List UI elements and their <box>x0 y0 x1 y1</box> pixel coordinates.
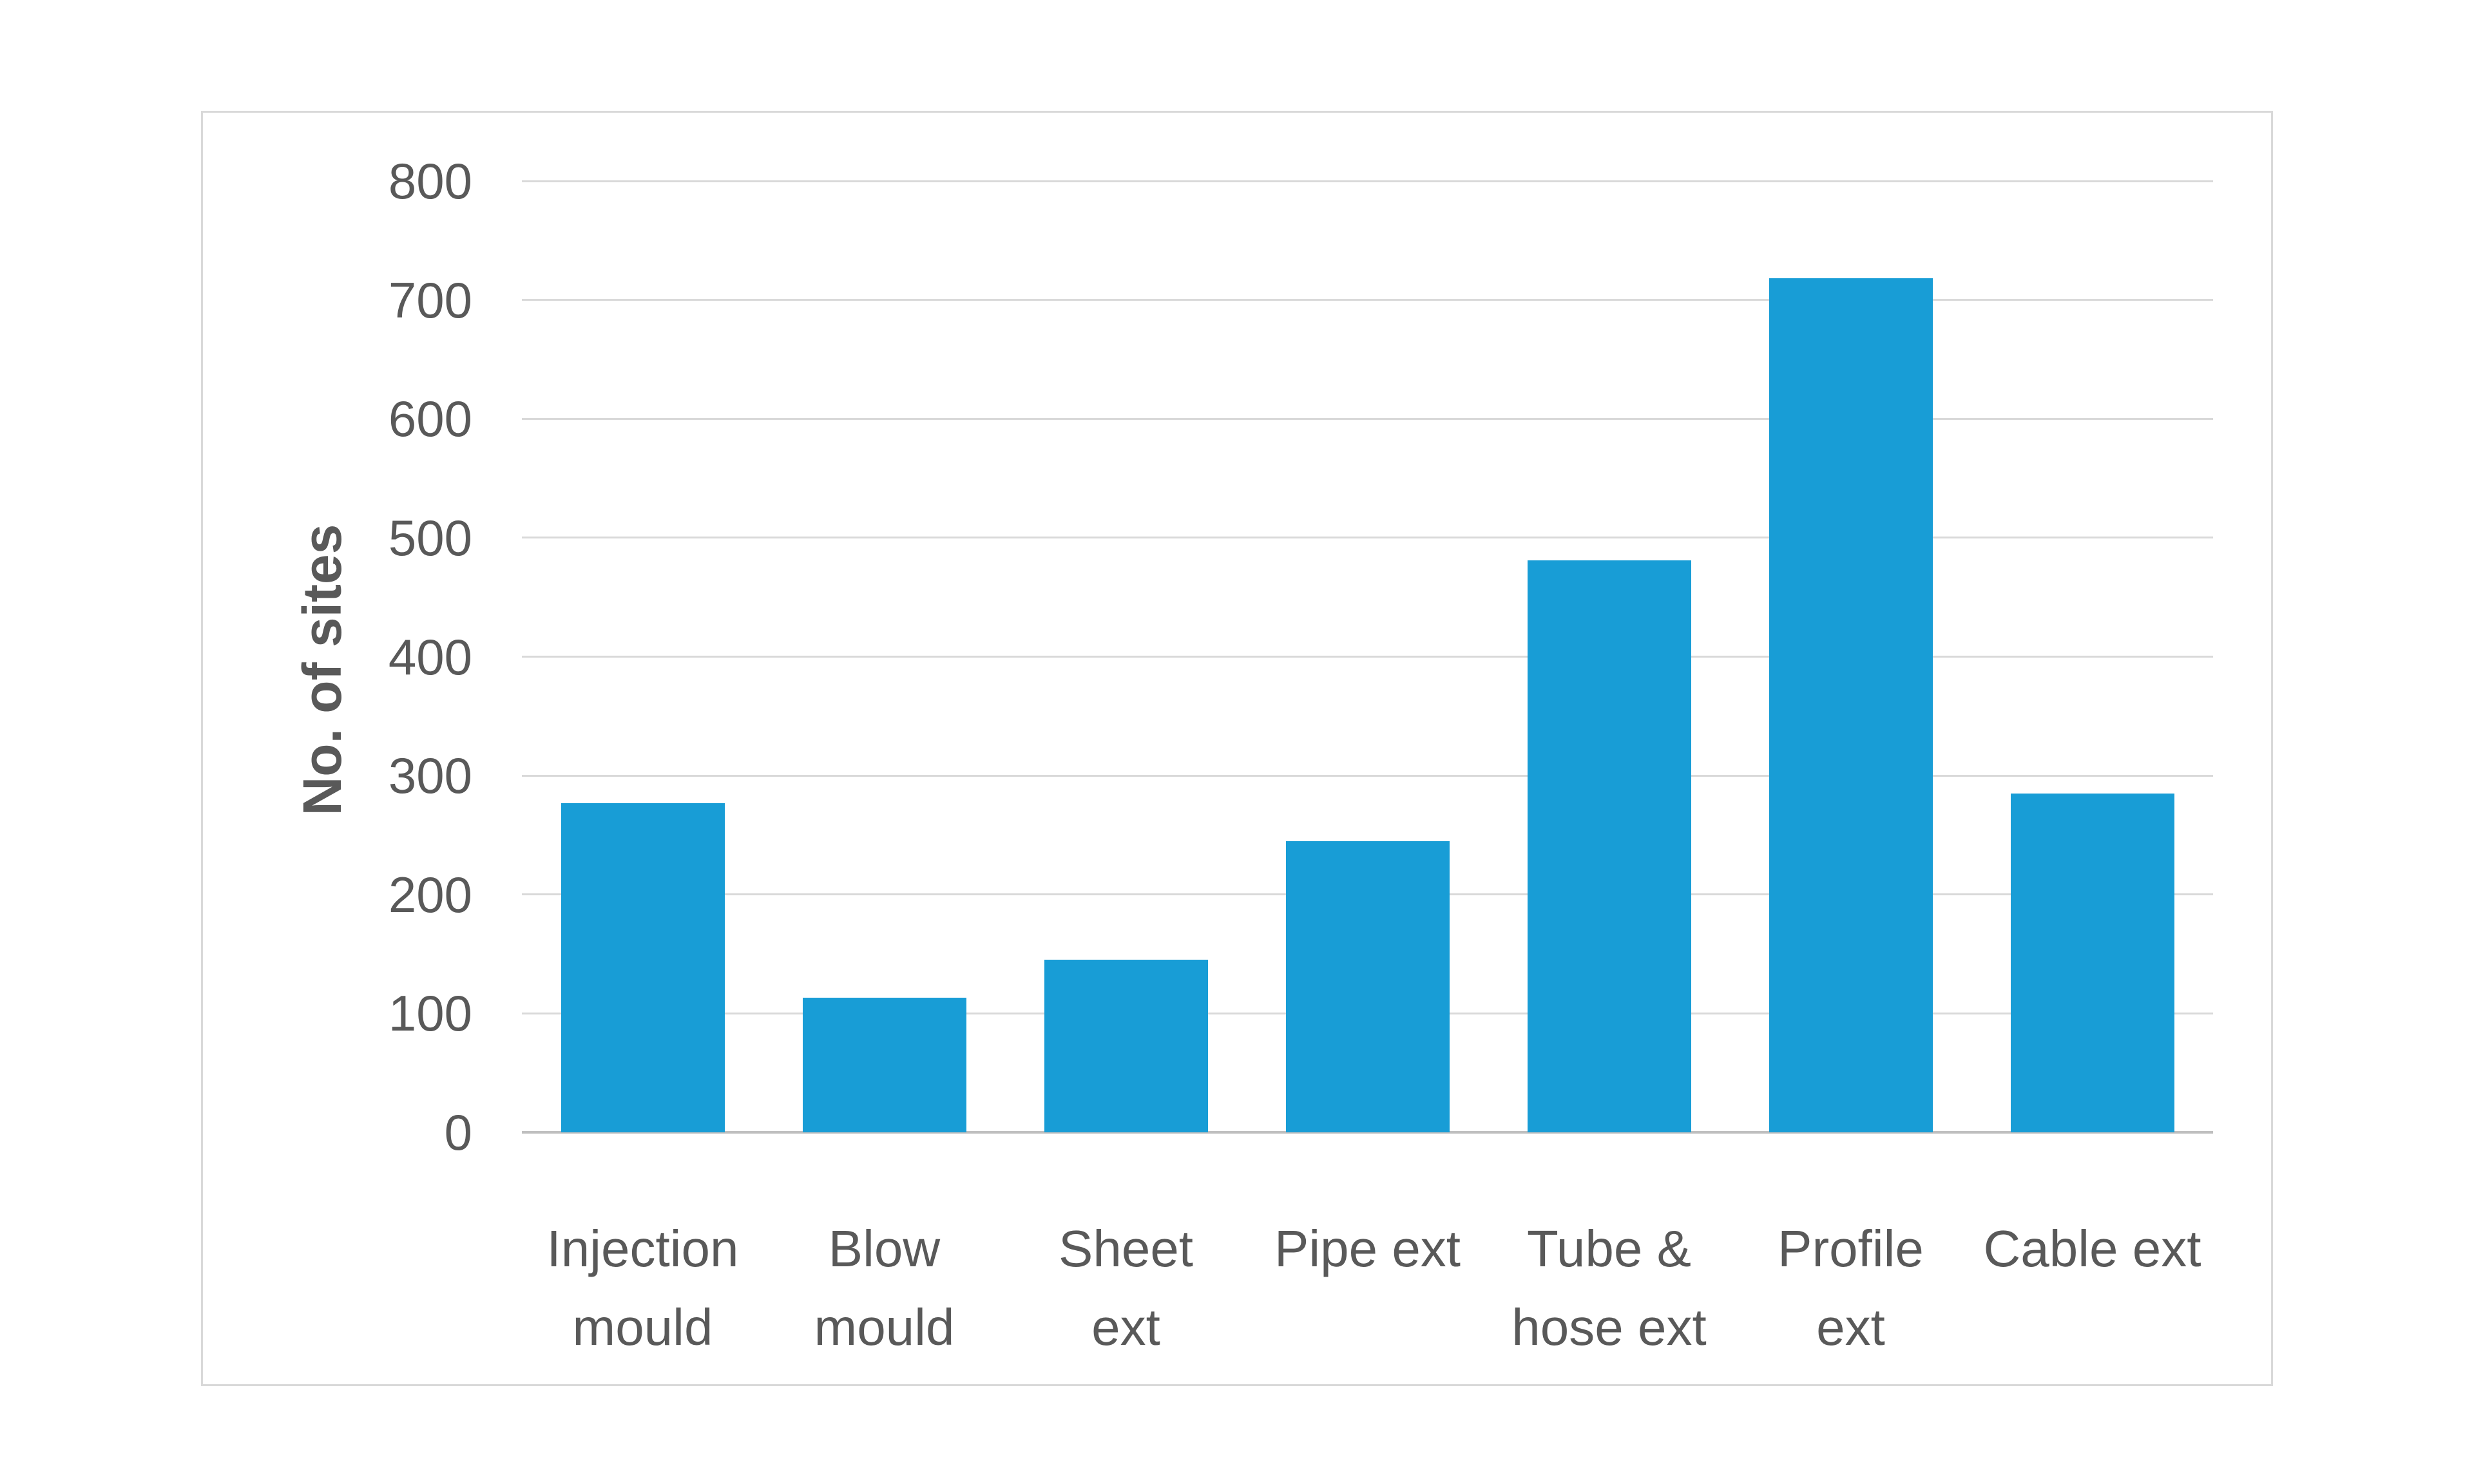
y-axis-tick-label-500: 500 <box>388 509 472 566</box>
x-axis-category-label-injection-mould: Injection mould <box>546 1220 739 1356</box>
x-axis-category-label-cable-ext: Cable ext <box>1983 1220 2201 1277</box>
chart-border-box <box>201 111 2273 1386</box>
bar-sheet-ext <box>1044 960 1208 1132</box>
y-axis-tick-label-800: 800 <box>388 153 472 209</box>
y-axis-tick-label-100: 100 <box>388 985 472 1042</box>
bar-blow-mould <box>803 998 966 1132</box>
y-axis-tick-label-600: 600 <box>388 390 472 447</box>
x-axis-category-label-sheet-ext: Sheet ext <box>1058 1220 1194 1356</box>
x-axis-category-label-blow-mould: Blow mould <box>814 1220 955 1356</box>
y-axis-tick-label-200: 200 <box>388 866 472 923</box>
bar-profile-ext <box>1769 278 1933 1132</box>
y-axis-tick-label-400: 400 <box>388 629 472 685</box>
bar-tube-hose-ext <box>1528 560 1691 1132</box>
x-axis-category-label-tube-hose-ext: Tube & hose ext <box>1511 1220 1707 1356</box>
bar-cable-ext <box>2011 794 2174 1132</box>
bar-injection-mould <box>561 803 725 1132</box>
y-axis-tick-label-300: 300 <box>388 747 472 804</box>
y-axis-tick-label-700: 700 <box>388 272 472 328</box>
x-axis-category-label-pipe-ext: Pipe ext <box>1274 1220 1461 1277</box>
bar-pipe-ext <box>1286 841 1450 1132</box>
y-axis-tick-label-0: 0 <box>444 1104 472 1161</box>
x-axis-category-label-profile-ext: Profile ext <box>1778 1220 1924 1356</box>
